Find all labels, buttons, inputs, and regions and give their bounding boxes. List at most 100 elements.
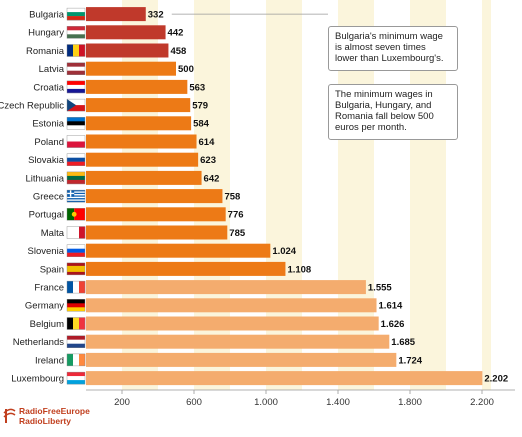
bars [86, 7, 483, 386]
bar-spain [86, 261, 286, 276]
value-label-hungary: 442 [168, 28, 184, 39]
category-label-hungary: Hungary [28, 28, 64, 39]
category-label-netherlands: Netherlands [13, 337, 64, 348]
bar-greece [86, 189, 223, 204]
flag-icon-belgium [66, 317, 86, 330]
value-label-romania: 458 [170, 46, 186, 57]
flag-icon-latvia [66, 62, 86, 75]
category-label-malta: Malta [41, 228, 65, 239]
background-band [482, 0, 491, 390]
category-label-czech-republic: Czech Republic [0, 101, 64, 112]
flags [66, 7, 86, 385]
flag-icon-czech-republic [66, 98, 86, 112]
bar-netherlands [86, 334, 390, 349]
flag-icon-estonia [66, 117, 86, 130]
category-label-latvia: Latvia [39, 64, 65, 75]
value-label-spain: 1.108 [287, 264, 311, 275]
category-labels: Bulgaria Hungary Romania Latvia Croatia Czech… [0, 10, 65, 385]
x-tick-label: 1.400 [326, 397, 350, 408]
category-label-france: France [34, 283, 64, 294]
x-tick-label: 200 [114, 397, 130, 408]
bar-croatia [86, 79, 188, 94]
flag-icon-slovakia [66, 153, 86, 166]
flag-icon-poland [66, 135, 86, 148]
flag-icon-malta [66, 226, 86, 239]
bar-france [86, 280, 366, 295]
bar-romania [86, 43, 169, 58]
value-label-netherlands: 1.685 [391, 337, 415, 348]
category-label-croatia: Croatia [33, 82, 64, 93]
bar-czech-republic [86, 98, 191, 113]
value-label-czech-republic: 579 [192, 101, 208, 112]
x-tick-label: 600 [186, 397, 202, 408]
value-label-germany: 1.614 [379, 301, 403, 312]
flag-icon-hungary [66, 26, 86, 39]
bar-belgium [86, 316, 379, 331]
bar-estonia [86, 116, 192, 131]
bar-lithuania [86, 170, 202, 185]
category-label-ireland: Ireland [35, 355, 64, 366]
x-tick-label: 1.000 [254, 397, 278, 408]
value-label-slovakia: 623 [200, 155, 216, 166]
value-label-bulgaria: 332 [148, 10, 164, 21]
category-label-portugal: Portugal [29, 210, 64, 221]
flag-icon-spain [66, 262, 86, 276]
annotation-below-500: The minimum wages in Bulgaria, Hungary, … [328, 84, 458, 140]
bar-bulgaria [86, 7, 146, 22]
category-label-romania: Romania [26, 46, 65, 57]
value-label-lithuania: 642 [204, 173, 220, 184]
value-label-poland: 614 [199, 137, 216, 148]
category-label-belgium: Belgium [30, 319, 64, 330]
bar-latvia [86, 61, 176, 76]
bar-portugal [86, 207, 226, 222]
category-label-poland: Poland [34, 137, 64, 148]
value-label-greece: 758 [224, 192, 240, 203]
value-labels: 332 442 458 500 563 579 584 614 623 642 758 776 785 1… [148, 10, 508, 385]
value-label-latvia: 500 [178, 64, 194, 75]
category-label-germany: Germany [25, 301, 64, 312]
x-axis: 200 600 1.000 1.400 1.800 2.200 [86, 389, 515, 408]
flag-icon-netherlands [66, 335, 86, 348]
bar-hungary [86, 25, 166, 40]
annotation-luxembourg-comparison: Bulgaria's minimum wage is almost seven … [328, 26, 458, 71]
value-label-ireland: 1.724 [398, 355, 422, 366]
bar-malta [86, 225, 228, 240]
value-label-belgium: 1.626 [381, 319, 405, 330]
value-label-estonia: 584 [193, 119, 210, 130]
flag-icon-france [66, 280, 86, 294]
category-label-slovenia: Slovenia [28, 246, 65, 257]
bar-slovenia [86, 243, 271, 258]
value-label-france: 1.555 [368, 283, 392, 294]
category-label-spain: Spain [40, 264, 64, 275]
bar-ireland [86, 352, 397, 367]
bar-germany [86, 298, 377, 313]
value-label-malta: 785 [229, 228, 246, 239]
category-label-lithuania: Lithuania [25, 173, 64, 184]
category-label-luxembourg: Luxembourg [11, 374, 64, 385]
x-tick-label: 1.800 [398, 397, 422, 408]
flag-icon-bulgaria [66, 7, 86, 21]
bar-slovakia [86, 152, 199, 167]
flag-icon-croatia [66, 80, 86, 94]
logo-text: RadioFreeEurope RadioLiberty [19, 406, 90, 426]
flag-icon-germany [66, 299, 86, 312]
value-label-luxembourg: 2.202 [484, 374, 508, 385]
value-label-croatia: 563 [189, 82, 205, 93]
category-label-estonia: Estonia [32, 119, 64, 130]
flag-icon-lithuania [66, 171, 86, 185]
flag-icon-portugal [66, 208, 86, 221]
value-label-slovenia: 1.024 [272, 246, 296, 257]
rfe-rl-logo: RadioFreeEurope RadioLiberty [3, 403, 113, 433]
value-label-portugal: 776 [228, 210, 244, 221]
flag-icon-luxembourg [66, 371, 86, 385]
bar-luxembourg [86, 371, 483, 386]
category-label-slovakia: Slovakia [28, 155, 65, 166]
flag-icon-ireland [66, 353, 86, 367]
background-band [266, 0, 302, 390]
flag-icon-slovenia [66, 244, 86, 257]
category-label-greece: Greece [33, 192, 64, 203]
x-tick-label: 2.200 [470, 397, 494, 408]
bar-poland [86, 134, 197, 149]
logo-rays-icon [3, 408, 16, 423]
flag-icon-romania [66, 44, 86, 57]
